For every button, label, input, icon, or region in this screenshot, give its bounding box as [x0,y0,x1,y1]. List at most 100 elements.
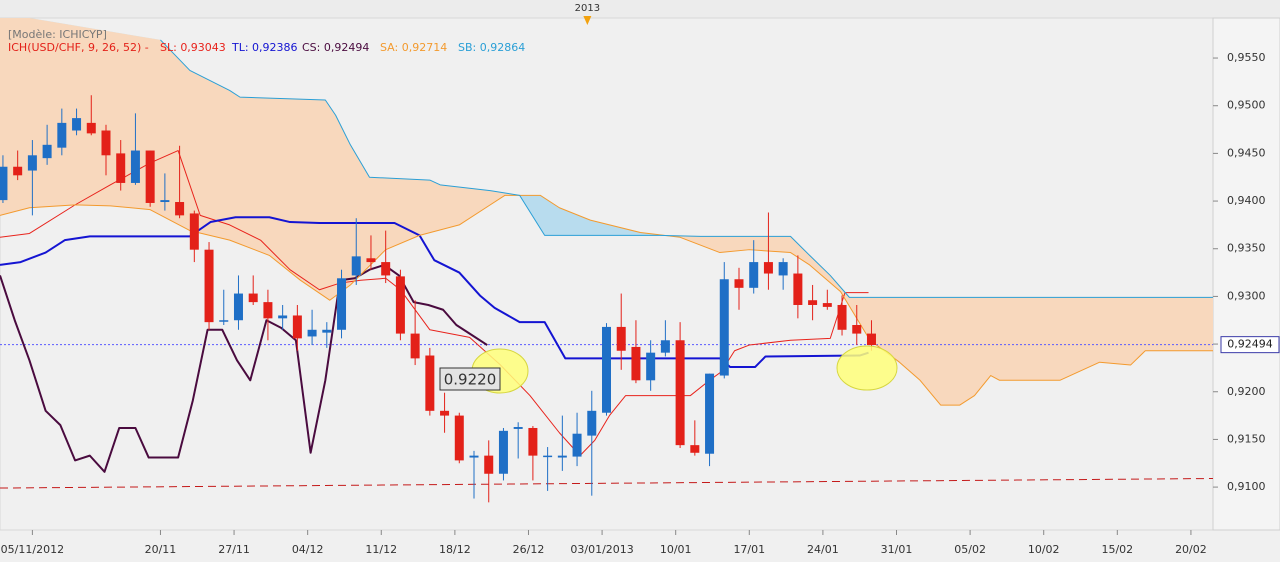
y-tick-label: 0,9200 [1227,385,1266,398]
candle-body [175,202,185,216]
overlay: 0,91000,91500,92000,92500,93000,93500,94… [1,3,1280,556]
candle-body [130,150,140,183]
candle-body [145,150,155,203]
y-tick-label: 0,9300 [1227,289,1266,302]
x-tick-label: 03/01/2013 [570,543,633,556]
candle-body [366,258,376,263]
candle-body [13,166,23,176]
candle-body [572,433,582,457]
trend-line [0,478,1213,489]
candle-body [42,144,52,159]
candle-body [322,329,332,333]
legend-entry: CS: 0,92494 [302,41,369,54]
y-tick-label: 0,9400 [1227,194,1266,207]
candle-body [705,373,715,454]
candle-body [454,415,464,461]
candle-body [0,166,8,201]
highlight-ellipse [836,345,898,391]
candle-body [484,455,494,474]
candle-body [233,293,243,321]
candle-body [292,315,302,339]
x-tick-label: 24/01 [807,543,839,556]
candle-body [469,455,479,458]
candle-body [72,118,82,131]
candle-body [587,410,597,436]
candle-body [57,122,67,148]
candle-body [543,455,553,458]
candle-body [822,303,832,307]
plot [0,18,1213,503]
y-tick-label: 0,9150 [1227,432,1266,445]
y-tick-label: 0,9100 [1227,480,1266,493]
candle-body [734,279,744,288]
x-tick-label: 18/12 [439,543,471,556]
candle-body [557,455,567,458]
top-strip [0,0,1280,18]
year-marker [583,16,592,25]
candle-body [631,346,641,381]
candle-body [675,340,685,446]
indicator-label: ICH(USD/CHF, 9, 26, 52) - [8,41,149,54]
candle-body [204,249,214,323]
candle-body [616,326,626,351]
candle-body [440,410,450,416]
candle-body [793,273,803,305]
y-tick-label: 0,9550 [1227,51,1266,64]
x-tick-label: 05/02 [954,543,986,556]
candle-body [337,278,347,330]
indicator-line [160,39,1213,298]
candle-body [351,256,361,276]
candle-body [219,320,229,322]
x-tick-label: 10/02 [1028,543,1060,556]
candle-body [278,315,288,319]
last-price-label: 0,92494 [1227,338,1273,351]
candle-body [116,153,126,183]
y-tick-label: 0,9350 [1227,242,1266,255]
x-tick-label: 20/11 [145,543,177,556]
candle-body [778,262,788,276]
candle-body [101,130,111,156]
x-tick-label: 20/02 [1175,543,1207,556]
candle-body [513,427,523,429]
cloud-bearish [0,18,1213,406]
annotation-box [439,367,501,391]
legend-entry: SB: 0,92864 [458,41,525,54]
x-tick-label: 17/01 [733,543,765,556]
candle-body [248,293,258,303]
y-tick-label: 0,9450 [1227,146,1266,159]
annotation-text: 0.9220 [444,371,497,389]
x-tick-label: 05/11/2012 [1,543,64,556]
x-tick-label: 11/12 [365,543,397,556]
x-tick-label: 31/01 [881,543,913,556]
candle-body [866,333,876,346]
candle-body [425,355,435,411]
candle-body [263,302,273,319]
y-axis-area [1212,17,1280,531]
candle-body [160,200,170,203]
candle-body [719,279,729,376]
candle-body [602,326,611,413]
x-tick-label: 27/11 [218,543,250,556]
candle-body [690,445,700,453]
candle-body [381,262,391,276]
candle-body [307,329,317,337]
candle-body [808,300,818,305]
model-label: [Modèle: ICHICYP] [8,28,107,41]
candle-body [27,155,37,171]
candle-body [763,262,773,274]
candle-body [395,276,405,334]
y-tick-label: 0,9500 [1227,99,1266,112]
candle-body [852,325,862,334]
candle-body [749,262,759,288]
legend-entry: SL: 0,93043 [160,41,226,54]
legend-entry: TL: 0,92386 [231,41,298,54]
candle-body [410,333,420,359]
year-label: 2013 [575,3,600,14]
indicator-line [0,194,1213,406]
candle-body [86,122,96,134]
candle-body [660,340,670,353]
x-tick-label: 10/01 [660,543,692,556]
candle-body [837,304,847,330]
